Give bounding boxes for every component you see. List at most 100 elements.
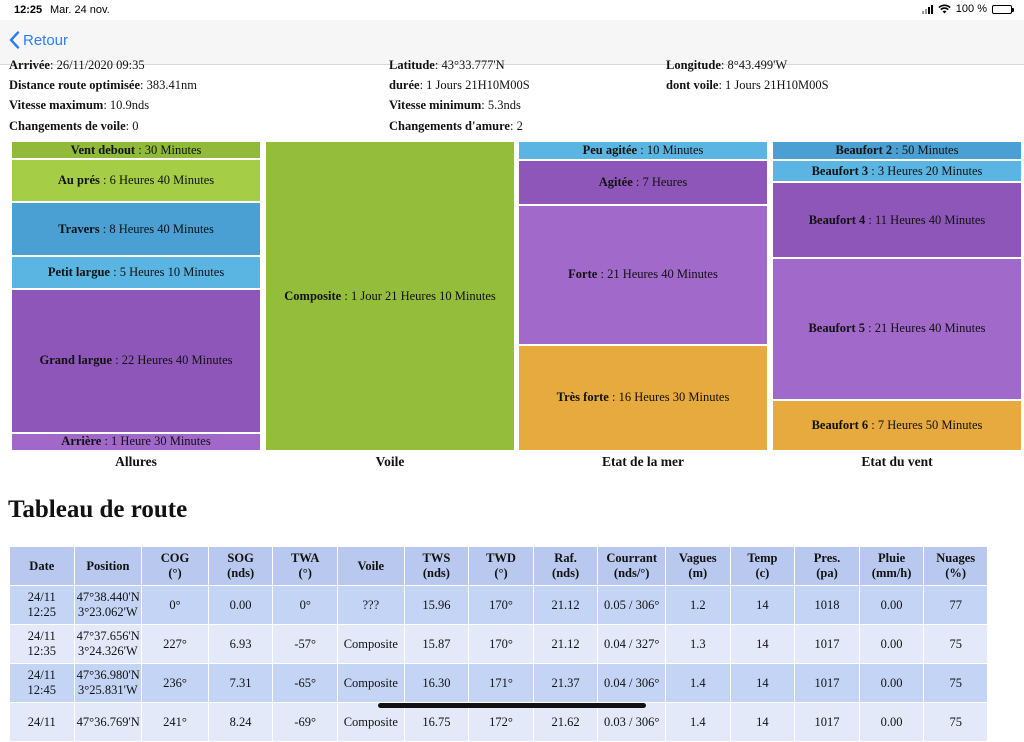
home-indicator	[378, 703, 646, 708]
info-value: 10.9nds	[109, 98, 150, 112]
cell-separator: :	[101, 434, 112, 449]
treemap-cell[interactable]: Beaufort 6 : 7 Heures 50 Minutes	[772, 399, 1022, 451]
info-field: dont voile: 1 Jours 21H10M00S	[666, 78, 829, 93]
table-cell: 171°	[468, 663, 534, 703]
info-field: Longitude: 8°43.499'W	[666, 58, 787, 73]
column-header[interactable]: Voile	[337, 546, 405, 586]
treemap-cell[interactable]: Vent debout : 30 Minutes	[11, 141, 261, 160]
column-header[interactable]: Date	[9, 546, 75, 586]
table-row[interactable]: 24/11 47°36.769'N 241° 8.24 -69° Composite 16.…	[9, 702, 988, 742]
cell-duration: 22 Heures 40 Minutes	[121, 353, 233, 368]
treemap-cell[interactable]: Beaufort 4 : 11 Heures 40 Minutes	[772, 181, 1022, 259]
column-header[interactable]: Nuages (%)	[923, 546, 988, 586]
treemap-cell[interactable]: Peu agitée : 10 Minutes	[518, 141, 768, 160]
info-label: Changements de voile	[9, 119, 126, 133]
column-header[interactable]: TWD (°)	[468, 546, 534, 586]
column-header[interactable]: Pres. (pa)	[794, 546, 860, 586]
info-field: Changements de voile: 0	[9, 119, 139, 134]
column-header-unit: (pa)	[816, 566, 838, 580]
cell-name: Très forte	[556, 390, 609, 405]
back-button[interactable]: Retour	[9, 31, 68, 49]
cell-separator: :	[597, 267, 608, 282]
column-header[interactable]: COG (°)	[141, 546, 209, 586]
table-cell: 21.37	[532, 663, 599, 703]
treemap-cell[interactable]: Forte : 21 Heures 40 Minutes	[518, 204, 768, 345]
column-header[interactable]: TWS (nds)	[403, 546, 470, 586]
table-cell: 16.75	[403, 702, 470, 742]
column-header[interactable]: SOG (nds)	[207, 546, 274, 586]
table-cell: 1.2	[665, 585, 731, 625]
treemap-title: Voile	[375, 454, 405, 469]
cell-line: 24/11	[27, 668, 56, 682]
table-cell: 24/11 12:45	[9, 663, 75, 703]
treemap-cell[interactable]: Très forte : 16 Heures 30 Minutes	[518, 344, 768, 451]
cell-name: Vent debout	[70, 142, 136, 157]
column-header[interactable]: Pluie (mm/h)	[858, 546, 925, 586]
cell-line: 12:25	[27, 605, 57, 619]
status-time: 12:25	[14, 4, 43, 16]
treemap-cell[interactable]: Beaufort 5 : 21 Heures 40 Minutes	[772, 258, 1022, 400]
info-field: Distance route optimisée: 383.41nm	[9, 78, 197, 93]
cell-separator: :	[608, 390, 619, 405]
column-header[interactable]: Position	[73, 546, 143, 586]
wifi-icon	[938, 4, 951, 14]
table-row[interactable]: 24/11 12:25 47°38.440'N 3°23.062'W 0° 0.00 0°?…	[9, 585, 988, 625]
table-cell: 0.00	[858, 585, 925, 625]
cell-duration: 1 Jour 21 Heures 10 Minutes	[350, 288, 496, 303]
info-value: 1 Jours 21H10M00S	[426, 78, 530, 92]
column-header-unit: (%)	[945, 566, 967, 580]
column-header[interactable]: Temp (c)	[729, 546, 796, 586]
table-cell: 47°38.440'N 3°23.062'W	[73, 585, 143, 625]
table-cell: 14	[729, 585, 796, 625]
table-cell: 21.12	[532, 624, 599, 664]
info-separator: :	[720, 58, 728, 72]
cell-line: 3°25.831'W	[78, 683, 138, 697]
column-header-name: SOG	[227, 551, 254, 565]
info-separator: :	[481, 98, 488, 112]
column-header-name: COG	[160, 551, 190, 565]
cell-name: Beaufort 3	[811, 163, 869, 178]
cell-line: 47°38.440'N	[76, 590, 140, 604]
column-header-name: Date	[29, 558, 55, 573]
treemap-cell[interactable]: Composite : 1 Jour 21 Heures 10 Minutes	[265, 141, 515, 451]
treemap-cell[interactable]: Grand largue : 22 Heures 40 Minutes	[11, 289, 261, 433]
treemap-cell[interactable]: Beaufort 3 : 3 Heures 20 Minutes	[772, 160, 1022, 182]
cell-duration: 16 Heures 30 Minutes	[618, 390, 730, 405]
table-row[interactable]: 24/11 12:35 47°37.656'N 3°24.326'W 227° 6.93-…	[9, 624, 988, 664]
column-header[interactable]: Vagues (m)	[665, 546, 731, 586]
column-header-unit: (nds)	[552, 566, 580, 580]
cell-name: Travers	[58, 221, 100, 236]
treemap-cell[interactable]: Arrière : 1 Heure 30 Minutes	[11, 432, 261, 451]
column-header[interactable]: Raf. (nds)	[532, 546, 599, 586]
info-separator: :	[509, 119, 517, 133]
cell-line: 24/11	[27, 629, 56, 643]
treemap-cell[interactable]: Beaufort 2 : 50 Minutes	[772, 141, 1022, 161]
table-row[interactable]: 24/11 12:45 47°36.980'N 3°25.831'W 236° 7.31-…	[9, 663, 988, 703]
treemap-cell[interactable]: Petit largue : 5 Heures 10 Minutes	[11, 256, 261, 290]
treemap-cell[interactable]: Agitée : 7 Heures	[518, 159, 768, 205]
table-cell: 75	[923, 702, 988, 742]
info-value: 2	[516, 119, 523, 133]
table-cell: Composite	[337, 624, 405, 664]
info-field: Arrivée: 26/11/2020 09:35	[9, 58, 145, 73]
cellular-signal-icon	[921, 4, 933, 14]
info-label: Vitesse maximum	[9, 98, 104, 112]
info-separator: :	[718, 78, 726, 92]
column-header-unit: (nds)	[422, 566, 450, 580]
treemap-voile: Composite : 1 Jour 21 Heures 10 Minutes	[265, 141, 515, 451]
cell-name: Petit largue	[47, 265, 110, 280]
table-cell: 0°	[272, 585, 338, 625]
chevron-left-icon	[9, 31, 20, 49]
info-row: Distance route optimisée: 383.41nm durée:…	[0, 78, 1024, 98]
column-header[interactable]: TWA (°)	[272, 546, 338, 586]
table-cell: 236°	[141, 663, 209, 703]
column-header[interactable]: Courrant (nds/°)	[597, 546, 666, 586]
cell-separator: :	[112, 353, 122, 368]
treemap-cell[interactable]: Travers : 8 Heures 40 Minutes	[11, 201, 261, 257]
treemap-cell[interactable]: Au prés : 6 Heures 40 Minutes	[11, 159, 261, 202]
cell-line: 47°36.980'N	[76, 668, 140, 682]
table-cell: 1017	[794, 624, 860, 664]
table-cell: 0.00	[858, 624, 925, 664]
info-field: Vitesse maximum: 10.9nds	[9, 98, 149, 113]
table-cell: 47°36.980'N 3°25.831'W	[73, 663, 143, 703]
